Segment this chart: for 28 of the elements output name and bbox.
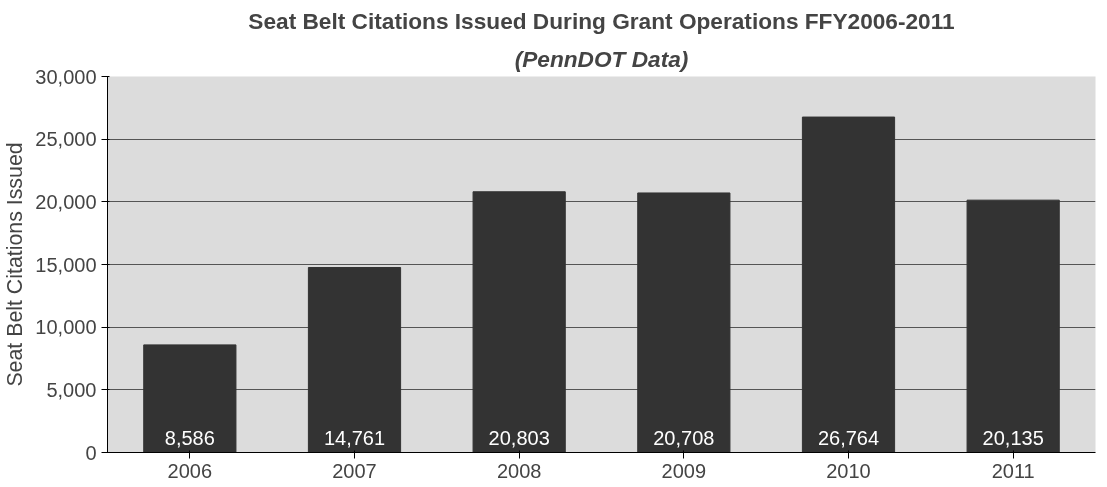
x-tick-label: 2011 [991, 459, 1035, 482]
y-axis-title: Seat Belt Citations Issued [3, 142, 28, 387]
data-label: 20,135 [982, 426, 1044, 449]
y-tick-label: 20,000 [35, 190, 97, 213]
y-tick-label: 5,000 [46, 378, 97, 401]
bar [472, 191, 566, 453]
data-label: 20,803 [488, 426, 550, 449]
bar [143, 344, 237, 453]
data-label: 20,708 [653, 426, 715, 449]
x-tick-label: 2010 [826, 459, 871, 482]
data-label: 26,764 [817, 426, 880, 449]
chart-subtitle: (PennDOT Data) [514, 45, 689, 72]
y-tick-label: 25,000 [35, 128, 97, 151]
x-tick-label: 2006 [167, 459, 213, 482]
y-tick-label: 0 [85, 441, 97, 464]
chart-title: Seat Belt Citations Issued During Grant Operations FFY2006-2011 [248, 7, 955, 34]
x-tick-label: 2009 [661, 459, 707, 482]
bar [307, 267, 402, 453]
x-tick-label: 2007 [332, 459, 377, 482]
data-label: 14,761 [323, 426, 386, 449]
bar [966, 199, 1060, 453]
y-tick-label: 30,000 [35, 65, 97, 88]
y-tick-label: 10,000 [35, 316, 97, 339]
y-tick-label: 15,000 [35, 253, 97, 276]
bar [637, 192, 731, 453]
x-tick-label: 2008 [496, 459, 542, 482]
data-label: 8,586 [164, 426, 215, 449]
bar [801, 116, 896, 453]
